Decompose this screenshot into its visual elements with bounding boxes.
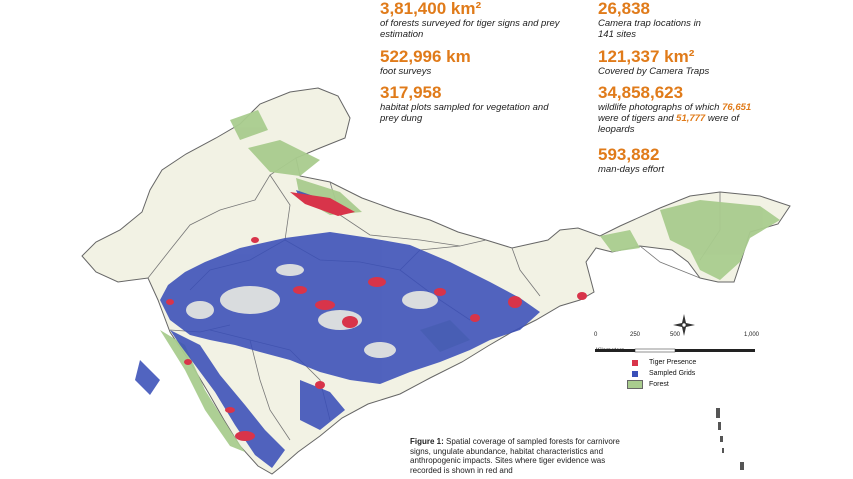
stat-forest-area-value: 3,81,400 km² bbox=[380, 0, 482, 18]
caption-text: Spatial coverage of sampled forests for … bbox=[410, 437, 620, 475]
legend-forest: Forest bbox=[627, 379, 696, 390]
compass-rose-icon bbox=[673, 314, 695, 336]
stat-photos-desc-b: were of tigers and bbox=[598, 113, 677, 124]
stat-camera-area-value: 121,337 km² bbox=[598, 47, 695, 66]
stat-photos-desc-c: were of leopards bbox=[598, 113, 740, 135]
figure-caption: Figure 1: Spatial coverage of sampled fo… bbox=[410, 437, 630, 475]
tiger-presence bbox=[166, 192, 587, 441]
stat-camera-area: 121,337 km² Covered by Camera Traps bbox=[598, 47, 798, 78]
stat-photos-value: 34,858,623 bbox=[598, 83, 684, 102]
caption-label: Figure 1: bbox=[410, 437, 444, 446]
stat-foot-surveys-desc: foot surveys bbox=[380, 66, 432, 77]
stat-habitat-plots-value: 317,958 bbox=[380, 83, 442, 102]
stat-forest-area: 3,81,400 km² of forests surveyed for tig… bbox=[380, 0, 580, 40]
stat-camera-traps-desc: Camera trap locations in 141 sites bbox=[598, 18, 701, 40]
stat-habitat-plots: 317,958 habitat plots sampled for vegeta… bbox=[380, 83, 580, 125]
legend-tiger-swatch bbox=[632, 359, 638, 366]
scale-tick-3: 1,000 bbox=[744, 332, 760, 338]
stat-photos: 34,858,623 wildlife photographs of which… bbox=[598, 83, 798, 136]
unsampled-patches bbox=[186, 264, 438, 358]
legend-tiger: Tiger Presence bbox=[627, 357, 696, 368]
stat-habitat-plots-desc: habitat plots sampled for vegetation and… bbox=[380, 102, 549, 124]
legend-sampled-label: Sampled Grids bbox=[649, 370, 696, 377]
stat-effort: 593,882 man-days effort bbox=[598, 145, 798, 176]
scale-tick-1: 250 bbox=[630, 332, 641, 338]
scale-tick-2: 500 bbox=[670, 332, 681, 338]
legend-sampled-swatch bbox=[632, 370, 638, 377]
legend-forest-swatch bbox=[627, 380, 643, 389]
scale-unit: Kilometers bbox=[596, 348, 625, 354]
stat-photos-desc-a: wildlife photographs of which bbox=[598, 102, 723, 113]
scale-tick-0: 0 bbox=[594, 332, 598, 338]
andaman-islands bbox=[716, 408, 744, 470]
stat-effort-value: 593,882 bbox=[598, 145, 660, 164]
stat-foot-surveys-value: 522,996 km bbox=[380, 47, 471, 66]
legend-forest-label: Forest bbox=[649, 381, 669, 388]
stat-camera-area-desc: Covered by Camera Traps bbox=[598, 66, 710, 77]
stat-camera-traps: 26,838 Camera trap locations in 141 site… bbox=[598, 0, 798, 40]
stat-photos-leopards: 51,777 bbox=[676, 113, 706, 124]
stat-effort-desc: man-days effort bbox=[598, 164, 664, 175]
stat-photos-desc: wildlife photographs of which 76,651 wer… bbox=[598, 102, 758, 135]
scale-bar bbox=[595, 348, 755, 353]
stat-photos-tigers: 76,651 bbox=[722, 102, 752, 113]
stat-forest-area-desc: of forests surveyed for tiger signs and … bbox=[380, 18, 560, 40]
stat-foot-surveys: 522,996 km foot surveys bbox=[380, 47, 580, 78]
map-legend: Tiger Presence Sampled Grids Forest bbox=[627, 357, 696, 390]
stat-camera-traps-value: 26,838 bbox=[598, 0, 650, 18]
legend-sampled: Sampled Grids bbox=[627, 368, 696, 379]
legend-tiger-label: Tiger Presence bbox=[649, 359, 697, 366]
